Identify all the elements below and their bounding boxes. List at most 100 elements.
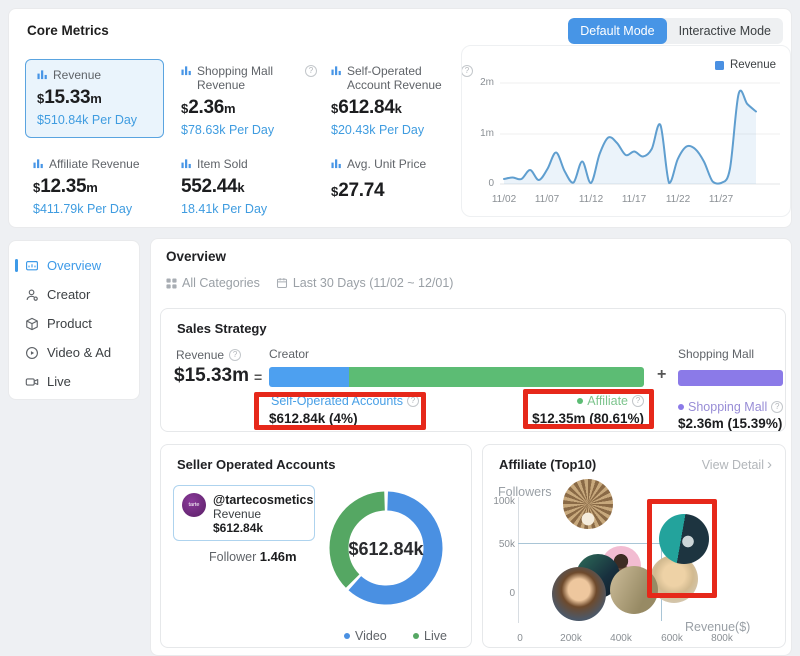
- sidebar-item-overview[interactable]: Overview: [9, 251, 139, 280]
- metric-card-affiliate-revenue[interactable]: Affiliate Revenue $12.35m $411.79k Per D…: [33, 157, 179, 216]
- affiliate-dot-icon: [577, 398, 584, 404]
- scatter-ylabel: Followers: [498, 485, 552, 499]
- bar-chart-icon: [331, 66, 341, 76]
- donut-center-value: $612.84k: [348, 539, 424, 559]
- metric-card-avg-unit-price[interactable]: Avg. Unit Price $27.74: [331, 157, 477, 202]
- x-tick: 400k: [610, 633, 632, 644]
- seller-operated-accounts-card: Seller Operated Accounts tarte @tartecos…: [160, 444, 472, 648]
- metric-value: $15.33m: [37, 87, 102, 108]
- info-icon[interactable]: ?: [229, 349, 242, 361]
- x-tick: 0: [517, 633, 523, 644]
- donut-segment-live[interactable]: [329, 491, 443, 605]
- crosshair-horizontal: [518, 543, 687, 544]
- x-tick: 11/17: [621, 194, 647, 205]
- overview-icon: [26, 260, 38, 270]
- y-tick: 0: [488, 178, 494, 189]
- creator-stacked-bar[interactable]: [269, 367, 644, 387]
- bar-chart-icon: [181, 66, 191, 76]
- creator-bar-label: Creator: [269, 347, 310, 361]
- affiliate-avatar-beige[interactable]: [610, 566, 658, 614]
- default-mode-button[interactable]: Default Mode: [568, 18, 667, 44]
- metric-label: Affiliate Revenue: [49, 157, 140, 171]
- calendar-icon: [276, 278, 287, 289]
- info-icon[interactable]: ?: [305, 65, 317, 77]
- metric-value: $612.84k: [331, 97, 402, 118]
- info-icon[interactable]: ?: [632, 395, 644, 407]
- self-operated-bar-segment[interactable]: [269, 367, 349, 387]
- sidebar-item-label: Overview: [47, 258, 102, 273]
- metric-per-day: $78.63k Per Day: [181, 123, 275, 137]
- grid-icon: [166, 277, 177, 289]
- affiliate-bar-segment[interactable]: [349, 367, 644, 387]
- account-avatar: tarte: [182, 493, 206, 517]
- info-icon[interactable]: ?: [771, 401, 784, 413]
- view-detail-link[interactable]: View Detail ›: [702, 456, 772, 473]
- bar-chart-icon: [33, 159, 43, 169]
- date-range-filter[interactable]: Last 30 Days (11/02 ~ 12/01): [276, 276, 454, 290]
- revenue-breakdown-value: $15.33m: [174, 365, 250, 386]
- overview-section-title: Overview: [166, 249, 227, 264]
- revenue-legend[interactable]: Revenue: [714, 59, 776, 71]
- y-axis-line: [518, 497, 519, 623]
- categories-filter[interactable]: All Categories: [166, 276, 260, 290]
- affiliate-scatter-plot: [483, 445, 785, 647]
- product-icon: [26, 317, 38, 330]
- metric-label: Self-Operated Account Revenue: [347, 64, 442, 92]
- metric-value: $27.74: [331, 180, 385, 201]
- legend-label: Live: [424, 629, 447, 643]
- metric-per-day: $20.43k Per Day: [331, 123, 425, 137]
- sidebar-item-label: Live: [47, 374, 71, 389]
- metric-label: Avg. Unit Price: [347, 157, 427, 171]
- sidebar-item-creator[interactable]: Creator: [9, 280, 139, 309]
- revenue-breakdown-label: Revenue ?: [176, 348, 242, 362]
- x-tick: 11/02: [491, 194, 517, 205]
- y-tick: 100k: [493, 496, 515, 507]
- affiliate-avatar-ornate[interactable]: [563, 479, 613, 529]
- date-range-filter-label: Last 30 Days (11/02 ~ 12/01): [292, 276, 454, 290]
- metric-per-day: $411.79k Per Day: [33, 202, 133, 216]
- metric-label: Item Sold: [197, 157, 248, 171]
- equals-sign: =: [254, 369, 263, 385]
- bar-chart-icon: [331, 159, 341, 169]
- metric-per-day: $510.84k Per Day: [37, 113, 138, 127]
- revenue-trend-chart-card: Revenue 2m 1m 0 11/02 11/07 11/12 11/17 …: [461, 45, 791, 217]
- live-camera-icon: [25, 377, 39, 386]
- self-operated-value: $612.84k (4%): [269, 411, 358, 426]
- metric-card-shopping-mall-revenue[interactable]: Shopping Mall Revenue ? $2.36m $78.63k P…: [181, 64, 327, 137]
- categories-filter-label: All Categories: [182, 276, 260, 290]
- sidebar-item-live[interactable]: Live: [9, 367, 139, 396]
- metric-card-item-sold[interactable]: Item Sold 552.44k 18.41k Per Day: [181, 157, 327, 216]
- affiliate-top10-card: Affiliate (Top10) View Detail › Follower…: [482, 444, 786, 648]
- metric-card-revenue[interactable]: Revenue $15.33m $510.84k Per Day: [25, 59, 164, 138]
- y-tick: 0: [509, 588, 515, 599]
- x-tick: 11/07: [534, 194, 560, 205]
- chevron-right-icon: ›: [767, 456, 772, 473]
- legend-video[interactable]: Video: [344, 629, 387, 643]
- sidebar-item-label: Product: [47, 316, 92, 331]
- sidebar-item-product[interactable]: Product: [9, 309, 139, 338]
- info-icon[interactable]: ?: [407, 395, 420, 407]
- core-metrics-panel: Core Metrics Default Mode Interactive Mo…: [8, 8, 792, 228]
- legend-label: Video: [355, 629, 387, 643]
- sales-strategy-card: Sales Strategy Revenue ? $15.33m = Creat…: [160, 308, 786, 432]
- filters-bar: All Categories Last 30 Days (11/02 ~ 12/…: [166, 276, 453, 290]
- affiliate-avatar-teal[interactable]: [659, 514, 709, 564]
- creator-icon: [26, 289, 38, 301]
- donut-segment-video[interactable]: [329, 491, 443, 605]
- self-operated-label: Self-Operated Accounts ?: [271, 394, 420, 408]
- account-item-tartecosmetics[interactable]: tarte @tartecosmetics Revenue $612.84k: [173, 485, 315, 541]
- live-dot-icon: [413, 633, 419, 639]
- plus-sign: +: [657, 366, 667, 383]
- sidebar-item-video-ad[interactable]: Video & Ad: [9, 338, 139, 367]
- video-ad-icon: [26, 346, 38, 359]
- affiliate-value: $12.35m (80.61%): [532, 411, 644, 426]
- affiliate-label: Affiliate ?: [511, 394, 644, 408]
- interactive-mode-button[interactable]: Interactive Mode: [678, 24, 771, 38]
- active-indicator: [15, 259, 18, 272]
- metric-card-self-operated-revenue[interactable]: Self-Operated Account Revenue ? $612.84k…: [331, 64, 477, 137]
- y-tick: 2m: [480, 77, 494, 88]
- affiliate-avatar-man[interactable]: [552, 567, 606, 621]
- legend-live[interactable]: Live: [413, 629, 447, 643]
- shopping-mall-bar[interactable]: [678, 370, 783, 386]
